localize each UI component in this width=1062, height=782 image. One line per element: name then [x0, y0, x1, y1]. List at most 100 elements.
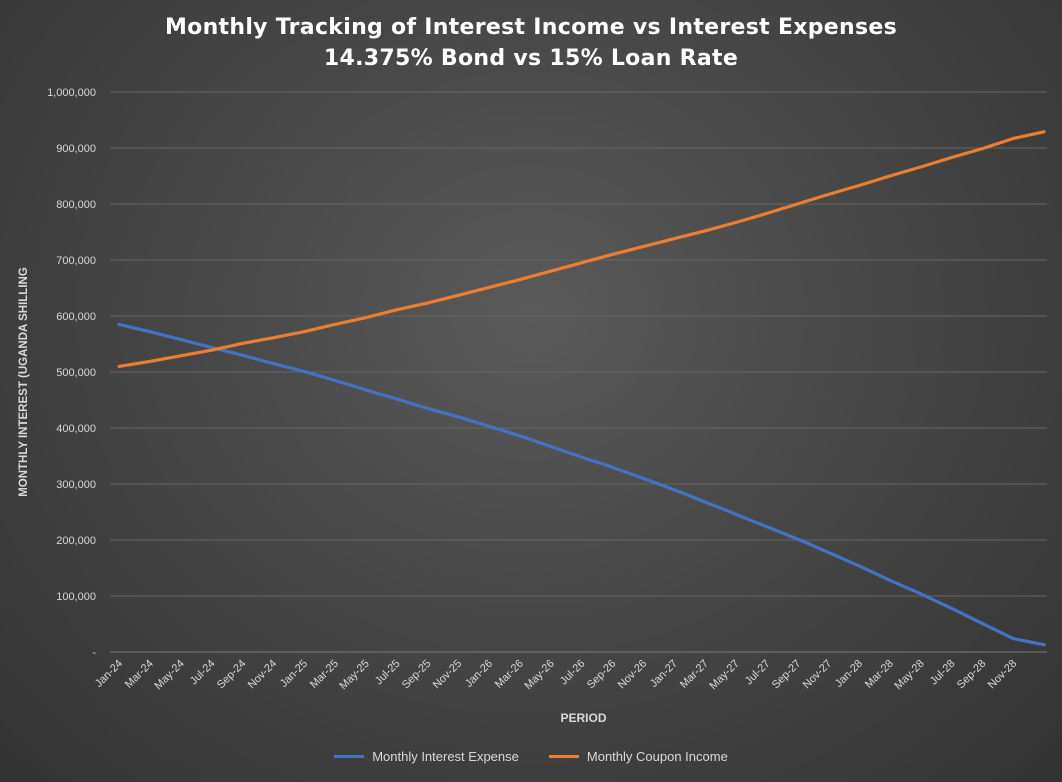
data-point [148, 330, 152, 334]
x-tick-label: May-28 [892, 658, 926, 692]
data-point [333, 378, 337, 382]
x-tick-label: Jan-28 [833, 658, 865, 690]
data-point [610, 252, 614, 256]
x-tick-label: Jul-26 [558, 658, 588, 688]
data-point [641, 245, 645, 249]
data-point [734, 220, 738, 224]
x-tick-label: May-25 [337, 658, 371, 692]
x-tick-label: Jul-24 [188, 658, 218, 688]
data-point [395, 397, 398, 401]
x-tick-label: Nov-27 [801, 658, 835, 692]
data-point [518, 278, 522, 282]
data-point [980, 621, 984, 625]
y-tick-label: 200,000 [56, 535, 96, 547]
x-tick-label: Jul-27 [743, 658, 773, 688]
x-tick-label: Mar-27 [678, 658, 711, 691]
y-tick-label: 1,000,000 [47, 87, 96, 99]
x-tick-label: Sep-28 [955, 658, 989, 692]
x-tick-label: Mar-26 [493, 658, 526, 691]
data-point [888, 174, 892, 178]
legend: Monthly Interest Expense Monthly Coupon … [0, 749, 1062, 764]
data-point [179, 338, 183, 342]
y-tick-label: 800,000 [56, 199, 96, 211]
data-point [117, 322, 121, 326]
x-tick-label: Jul-28 [928, 658, 958, 688]
x-tick-label: Nov-25 [431, 658, 465, 692]
legend-label-expense: Monthly Interest Expense [372, 749, 519, 764]
data-point [950, 606, 953, 610]
series-line-1 [117, 130, 1046, 368]
y-axis-title: MONTHLY INTEREST (UGANDA SHILLING [18, 267, 30, 497]
x-tick-label: May-24 [152, 658, 186, 692]
x-tick-label: Mar-24 [123, 658, 156, 691]
data-point [795, 202, 799, 206]
data-point [826, 192, 830, 196]
x-tick-label: Sep-27 [770, 658, 804, 692]
legend-swatch-expense [334, 755, 365, 758]
legend-swatch-coupon [548, 755, 579, 758]
data-point [826, 550, 830, 554]
data-point [672, 488, 676, 492]
data-point [302, 369, 306, 373]
data-point [1011, 637, 1015, 641]
data-point [1011, 136, 1015, 140]
x-tick-label: Jan-26 [463, 658, 495, 690]
data-point [950, 156, 953, 160]
x-tick-label: Mar-28 [863, 658, 896, 691]
data-point [302, 330, 306, 334]
data-point [765, 212, 768, 216]
data-point [1042, 643, 1046, 647]
x-tick-label: Sep-25 [400, 658, 434, 692]
data-point [765, 525, 768, 529]
data-point [240, 353, 244, 357]
data-point [703, 500, 707, 504]
data-point [857, 564, 861, 568]
data-point [672, 237, 676, 241]
x-tick-label: Sep-24 [215, 658, 249, 692]
y-tick-label: 900,000 [56, 143, 96, 155]
data-point [148, 359, 152, 363]
data-point [1042, 130, 1046, 134]
y-tick-label: 100,000 [56, 591, 96, 603]
data-point [395, 308, 398, 312]
data-point [333, 322, 337, 326]
x-tick-label: Jan-25 [278, 658, 310, 690]
x-tick-label: May-26 [522, 658, 556, 692]
data-point [271, 362, 275, 366]
y-tick-label: 600,000 [56, 311, 96, 323]
data-point [271, 336, 275, 340]
chart-subtitle: 14.375% Bond vs 15% Loan Rate [323, 46, 739, 71]
data-point [703, 229, 707, 233]
data-point [425, 301, 429, 305]
data-point [919, 165, 923, 169]
data-point [888, 578, 892, 582]
legend-item-expense: Monthly Interest Expense [334, 749, 519, 764]
data-point [580, 261, 583, 265]
data-point [456, 293, 460, 297]
data-point [425, 406, 429, 410]
y-tick-label: - [92, 647, 96, 659]
y-tick-label: 500,000 [56, 367, 96, 379]
data-point [210, 345, 213, 349]
y-tick-label: 700,000 [56, 255, 96, 267]
data-point [610, 465, 614, 469]
x-tick-label: Jan-24 [93, 658, 125, 690]
x-axis-title: PERIOD [560, 711, 606, 725]
x-tick-label: Nov-24 [246, 658, 280, 692]
data-point [518, 434, 522, 438]
data-point [980, 147, 984, 151]
data-point [210, 348, 213, 352]
x-tick-label: Jul-25 [373, 658, 403, 688]
data-point [240, 341, 244, 345]
data-point [857, 184, 861, 188]
data-point [456, 415, 460, 419]
y-tick-label: 400,000 [56, 423, 96, 435]
data-point [549, 444, 553, 448]
data-point [641, 476, 645, 480]
data-point [117, 364, 121, 368]
data-point [919, 592, 923, 596]
x-tick-label: May-27 [707, 658, 741, 692]
chart-title: Monthly Tracking of Interest Income vs I… [164, 15, 897, 40]
data-point [179, 354, 183, 358]
